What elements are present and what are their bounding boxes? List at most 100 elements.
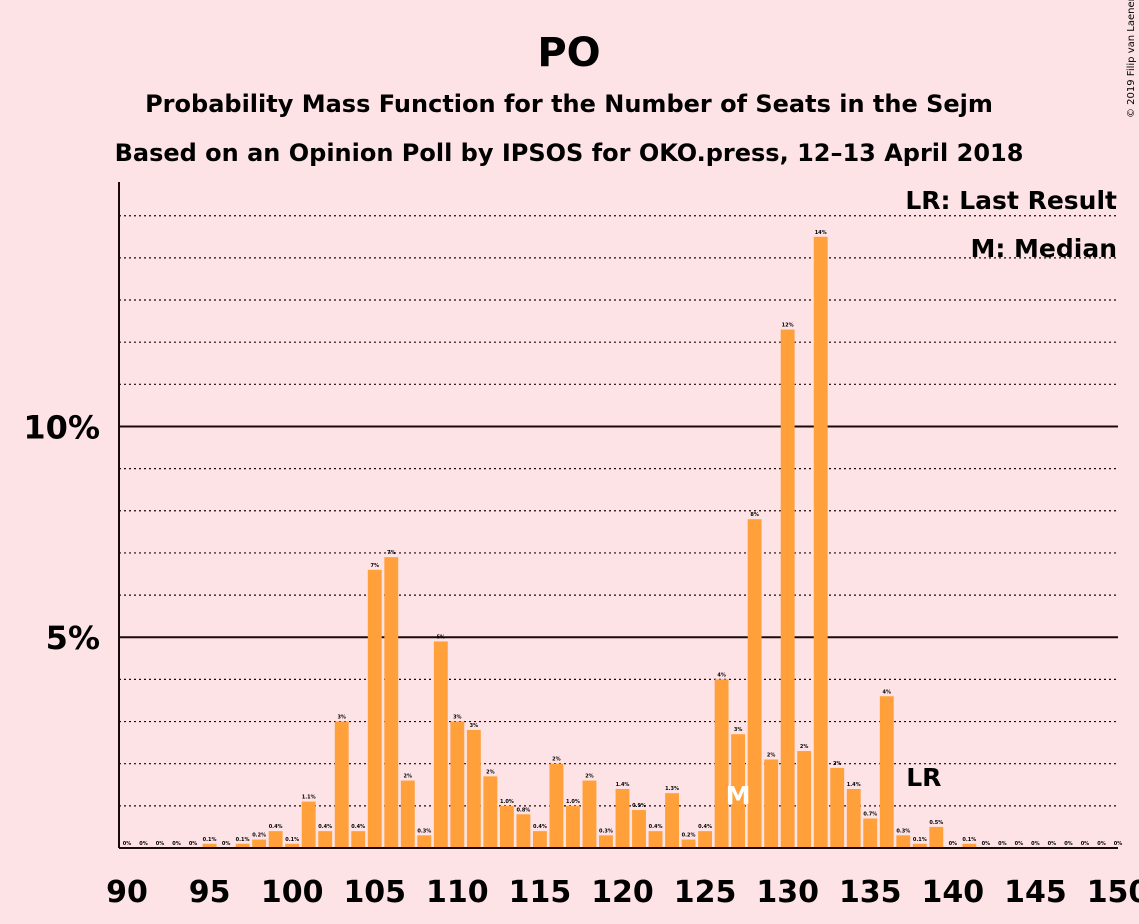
bar-seat-104 xyxy=(351,831,366,848)
bar-seat-111 xyxy=(466,729,481,848)
bar-seat-106 xyxy=(384,557,399,848)
chart-title: PO xyxy=(537,30,600,76)
x-tick-labels: 90 95 100 105 110 115 120 125 130 135 140 145 150 xyxy=(106,875,1139,910)
bar-label-seat-109: 5% xyxy=(437,634,446,640)
bar-label-seat-96: 0% xyxy=(222,841,231,847)
chart-subtitle-2: Based on an Opinion Poll by IPSOS for OK… xyxy=(115,139,1024,167)
bar-label-seat-90: 0% xyxy=(123,841,132,847)
bar-label-seat-123: 1.3% xyxy=(665,786,679,792)
bar-seat-109 xyxy=(433,641,448,848)
bar-seat-112 xyxy=(483,776,498,848)
median-marker: M xyxy=(726,781,751,810)
bar-label-seat-143: 0% xyxy=(998,841,1007,847)
x-tick-label: 110 xyxy=(426,875,489,910)
bar-seat-139 xyxy=(929,826,944,848)
bar-label-seat-122: 0.4% xyxy=(649,824,663,830)
bar-seat-95 xyxy=(202,843,217,848)
bar-seat-113 xyxy=(499,805,514,848)
bar-seat-128 xyxy=(747,519,762,848)
bar-label-seat-97: 0.1% xyxy=(236,837,250,843)
bar-seat-132 xyxy=(813,236,828,848)
bar-label-seat-115: 0.4% xyxy=(533,824,547,830)
bar-seat-134 xyxy=(846,788,861,848)
bar-label-seat-137: 0.3% xyxy=(896,828,910,834)
bar-seat-130 xyxy=(780,329,795,849)
bar-label-seat-91: 0% xyxy=(139,841,148,847)
bar-seat-101 xyxy=(301,801,316,848)
bar-label-seat-150: 0% xyxy=(1114,841,1123,847)
x-tick-label: 130 xyxy=(756,875,819,910)
bar-label-seat-128: 8% xyxy=(750,512,759,518)
bar-label-seat-104: 0.4% xyxy=(351,824,365,830)
bar-label-seat-116: 2% xyxy=(552,757,561,763)
bars xyxy=(202,236,977,849)
bar-label-seat-107: 2% xyxy=(404,774,413,780)
bar-seat-103 xyxy=(334,721,349,848)
bar-label-seat-148: 0% xyxy=(1081,841,1090,847)
chart-subtitle-1: Probability Mass Function for the Number… xyxy=(145,90,993,118)
last-result-marker: LR xyxy=(906,763,941,792)
bar-seat-100 xyxy=(285,843,300,848)
bar-label-seat-102: 0.4% xyxy=(318,824,332,830)
x-tick-label: 90 xyxy=(106,875,148,910)
bar-label-seat-132: 14% xyxy=(815,230,827,236)
bar-seat-107 xyxy=(400,780,415,848)
bar-label-seat-129: 2% xyxy=(767,752,776,758)
x-tick-label: 105 xyxy=(343,875,406,910)
bar-seat-114 xyxy=(516,814,531,848)
bar-labels: 0% 0% 0% 0% 0%0.1%0%0.1%0.2%0.4%0.1%1.1%0.4%… xyxy=(123,230,1123,847)
bar-seat-137 xyxy=(896,835,911,848)
bar-label-seat-127: 3% xyxy=(734,727,743,733)
bar-seat-133 xyxy=(830,767,845,848)
bar-label-seat-146: 0% xyxy=(1048,841,1057,847)
bar-seat-99 xyxy=(268,831,283,848)
bar-label-seat-144: 0% xyxy=(1015,841,1024,847)
x-tick-label: 115 xyxy=(509,875,572,910)
x-tick-label: 145 xyxy=(1004,875,1067,910)
bar-label-seat-142: 0% xyxy=(982,841,991,847)
bar-seat-122 xyxy=(648,831,663,848)
bar-seat-117 xyxy=(566,805,580,848)
bar-label-seat-98: 0.2% xyxy=(252,833,266,839)
bar-label-seat-111: 3% xyxy=(470,723,479,729)
bar-label-seat-135: 0.7% xyxy=(863,811,877,817)
legend-last-result: LR: Last Result xyxy=(905,186,1117,215)
bar-label-seat-103: 3% xyxy=(337,715,346,721)
bar-seat-138 xyxy=(912,843,927,848)
y-tick-label: 10% xyxy=(23,408,100,446)
x-tick-label: 120 xyxy=(591,875,654,910)
bar-seat-127 xyxy=(731,734,746,848)
bar-label-seat-113: 1.0% xyxy=(500,799,514,805)
bar-label-seat-124: 0.2% xyxy=(682,833,696,839)
bar-seat-105 xyxy=(367,569,382,848)
grid xyxy=(119,215,1118,807)
bar-seat-131 xyxy=(797,751,812,848)
bar-seat-123 xyxy=(665,793,679,848)
bar-seat-129 xyxy=(764,759,779,848)
bar-label-seat-139: 0.5% xyxy=(929,820,943,826)
bar-seat-141 xyxy=(962,843,977,848)
bar-label-seat-134: 1.4% xyxy=(847,782,861,788)
bar-label-seat-112: 2% xyxy=(486,769,495,775)
bar-label-seat-140: 0% xyxy=(949,841,958,847)
bar-label-seat-106: 7% xyxy=(387,550,396,556)
bar-label-seat-141: 0.1% xyxy=(962,837,976,843)
bar-label-seat-131: 2% xyxy=(800,744,809,750)
bar-label-seat-119: 0.3% xyxy=(599,828,613,834)
bar-seat-136 xyxy=(879,696,894,848)
bar-seat-97 xyxy=(235,843,250,848)
bar-label-seat-92: 0% xyxy=(156,841,165,847)
bar-label-seat-118: 2% xyxy=(585,774,594,780)
bar-label-seat-145: 0% xyxy=(1031,841,1040,847)
x-tick-label: 135 xyxy=(839,875,902,910)
bar-seat-115 xyxy=(532,831,547,848)
bar-label-seat-110: 3% xyxy=(453,715,462,721)
bar-seat-135 xyxy=(863,818,878,848)
bar-seat-118 xyxy=(582,780,597,848)
bar-label-seat-130: 12% xyxy=(782,323,794,329)
x-tick-label: 95 xyxy=(189,875,231,910)
bar-seat-125 xyxy=(698,831,713,848)
bar-label-seat-136: 4% xyxy=(883,689,892,695)
bar-label-seat-108: 0.3% xyxy=(417,828,431,834)
